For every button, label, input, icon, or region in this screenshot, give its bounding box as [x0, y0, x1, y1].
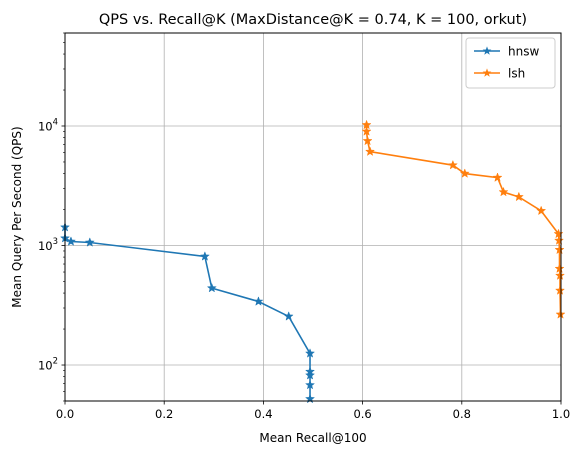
legend-marker	[482, 68, 492, 77]
x-tick-label: 0.6	[353, 407, 371, 421]
data-point-lsh	[513, 191, 524, 202]
data-point-lsh	[536, 205, 547, 216]
data-point-hnsw	[206, 282, 217, 293]
data-point-hnsw	[283, 311, 294, 321]
chart-title: QPS vs. Recall@K (MaxDistance@K = 0.74, …	[99, 12, 527, 28]
data-point-hnsw	[199, 251, 210, 261]
data-point-lsh	[554, 244, 565, 255]
x-tick-label: 0.8	[453, 407, 471, 421]
data-point-hnsw	[304, 379, 316, 390]
data-point-lsh	[362, 135, 373, 146]
series-layer	[59, 119, 566, 404]
legend-marker	[482, 46, 492, 55]
x-tick-label: 1.0	[552, 407, 570, 421]
data-point-lsh	[447, 159, 458, 170]
data-point-hnsw	[304, 370, 316, 380]
y-tick-label: 102	[38, 357, 58, 373]
x-axis-label: Mean Recall@100	[259, 431, 366, 445]
data-point-lsh	[553, 228, 564, 239]
data-point-hnsw	[84, 237, 95, 247]
data-point-lsh	[554, 285, 566, 295]
x-tick-label: 0.2	[155, 407, 173, 421]
data-point-lsh	[554, 270, 566, 280]
data-point-lsh	[361, 126, 372, 136]
data-point-lsh	[492, 172, 503, 182]
plot-frame	[64, 32, 562, 402]
legend-label: hnsw	[508, 45, 539, 59]
legend-item-lsh: lsh	[474, 67, 525, 81]
legend-item-hnsw: hnsw	[474, 45, 539, 59]
data-point-lsh	[554, 263, 565, 273]
data-point-hnsw	[304, 348, 316, 358]
legend: hnsw lsh	[465, 37, 556, 89]
legend-label: lsh	[508, 67, 525, 81]
y-axis: 102 103 104	[38, 32, 65, 402]
series-lsh	[361, 119, 566, 319]
data-point-hnsw	[253, 296, 264, 306]
data-point-lsh	[498, 186, 509, 197]
data-point-lsh	[553, 235, 565, 245]
y-axis-label: Mean Query Per Second (QPS)	[10, 126, 24, 307]
y-tick-label: 104	[38, 117, 58, 133]
data-point-lsh	[459, 168, 470, 178]
data-point-hnsw	[65, 236, 77, 246]
x-tick-label: 0.0	[56, 407, 74, 421]
x-tick-label: 0.4	[254, 407, 272, 421]
y-tick-label: 103	[38, 237, 58, 253]
data-point-lsh	[364, 146, 376, 156]
x-axis: 0.0 0.2 0.4 0.6 0.8 1.0	[56, 401, 570, 421]
